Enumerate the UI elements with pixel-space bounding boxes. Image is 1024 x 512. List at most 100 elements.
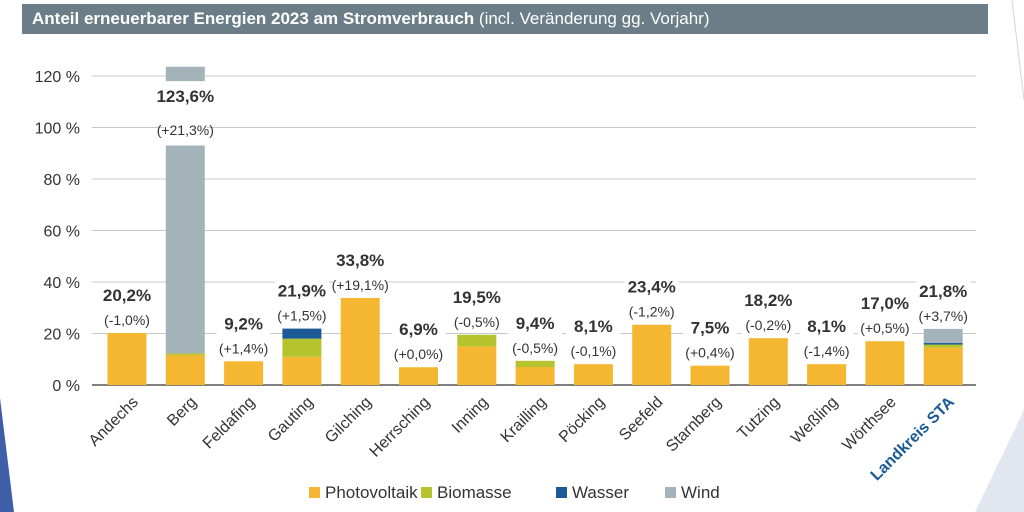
total-label: 7,5%: [691, 319, 730, 338]
bar-segment-photovoltaik: [632, 324, 672, 385]
total-label: 33,8%: [336, 251, 384, 270]
total-label: 8,1%: [807, 317, 846, 336]
label-background: [683, 315, 737, 362]
y-tick-label: 60 %: [44, 224, 80, 241]
category-label: Inning: [449, 394, 492, 437]
total-label: 123,6%: [156, 87, 214, 106]
total-label: 21,9%: [278, 282, 326, 301]
change-label: (+0,5%): [860, 320, 909, 336]
legend-label: Wasser: [572, 483, 629, 502]
chart-title: Anteil erneuerbarer Energien 2023 am Str…: [22, 4, 988, 34]
legend-label: Wind: [681, 483, 720, 502]
label-background: [274, 278, 329, 325]
label-background: [216, 311, 271, 358]
bar-segment-biomasse: [515, 360, 555, 367]
bar-segment-photovoltaik: [224, 361, 264, 385]
change-label: (-0,2%): [745, 317, 791, 333]
bar-segment-biomasse: [165, 353, 205, 356]
category-label: Pöcking: [556, 394, 608, 446]
category-label: Wörthsee: [839, 394, 900, 455]
bar-segment-photovoltaik: [923, 347, 963, 385]
change-label: (-0,5%): [454, 314, 500, 330]
total-label: 20,2%: [103, 286, 151, 305]
bar-segment-photovoltaik: [340, 297, 380, 385]
chart-title-sub: (incl. Veränderung gg. Vorjahr): [474, 9, 710, 28]
bar-segment-photovoltaik: [515, 366, 555, 385]
bar-segment-biomasse: [282, 338, 322, 357]
bar-segment-wind: [923, 328, 963, 344]
total-label: 17,0%: [861, 294, 909, 313]
label-background: [741, 288, 796, 335]
change-label: (-0,1%): [570, 343, 616, 359]
category-label: Herrsching: [367, 394, 434, 461]
y-tick-label: 20 %: [44, 327, 80, 344]
change-label: (-1,0%): [104, 312, 150, 328]
bar-segment-wasser: [923, 343, 963, 345]
category-label: Feldafing: [200, 394, 259, 453]
change-label: (-0,5%): [512, 340, 558, 356]
label-background: [100, 282, 154, 329]
total-label: 9,2%: [224, 314, 263, 333]
change-label: (+0,0%): [394, 346, 443, 362]
change-label: (+21,3%): [157, 122, 214, 138]
chart-title-main: Anteil erneuerbarer Energien 2023 am Str…: [32, 9, 475, 28]
legend-swatch: [421, 487, 432, 498]
y-tick-label: 120 %: [35, 69, 80, 86]
y-tick-label: 40 %: [44, 275, 80, 292]
label-background: [333, 247, 388, 294]
change-label: (+1,5%): [277, 308, 326, 324]
label-background: [508, 310, 563, 357]
total-label: 9,4%: [516, 314, 555, 333]
bar-segment-photovoltaik: [165, 355, 205, 385]
total-label: 8,1%: [574, 317, 613, 336]
total-label: 18,2%: [744, 291, 792, 310]
legend-swatch: [556, 487, 567, 498]
total-label: 6,9%: [399, 320, 438, 339]
label-background: [391, 317, 446, 364]
label-background: [449, 284, 504, 331]
slide-corner-right: [975, 410, 1024, 512]
legend-label: Photovoltaik: [325, 483, 418, 502]
bar-segment-photovoltaik: [865, 341, 905, 385]
slide-edge-line: [1011, 0, 1024, 101]
legend-swatch: [665, 487, 676, 498]
total-label: 19,5%: [453, 288, 501, 307]
bar-segment-photovoltaik: [282, 356, 322, 385]
label-panel: [163, 81, 207, 146]
change-label: (+19,1%): [332, 277, 389, 293]
total-label: 21,8%: [919, 282, 967, 301]
bar-segment-biomasse: [923, 344, 963, 348]
category-label: Gauting: [265, 394, 317, 446]
change-label: (+3,7%): [918, 308, 967, 324]
bar-segment-wasser: [282, 328, 322, 339]
category-label: Krailling: [498, 394, 550, 446]
y-tick-label: 80 %: [44, 172, 80, 189]
label-background: [566, 314, 621, 361]
label-background: [916, 278, 971, 325]
bar-segment-photovoltaik: [107, 332, 147, 385]
category-label: Starnberg: [663, 394, 725, 456]
change-label: (+1,4%): [219, 340, 268, 356]
slide-corner-left: [0, 398, 14, 512]
category-label: Gilching: [322, 394, 375, 447]
y-tick-label: 100 %: [35, 121, 80, 138]
legend-label: Biomasse: [437, 483, 512, 502]
label-background: [799, 314, 854, 361]
legend-swatch: [309, 487, 320, 498]
bar-segment-biomasse: [457, 334, 497, 347]
bar-segment-photovoltaik: [573, 364, 613, 385]
category-label: Seefeld: [616, 394, 666, 444]
bar-segment-photovoltaik: [399, 367, 438, 385]
y-tick-label: 0 %: [52, 378, 80, 395]
bar-segment-photovoltaik: [748, 338, 788, 385]
category-label: Andechs: [86, 394, 142, 450]
change-label: (-1,4%): [804, 343, 850, 359]
category-label: Tutzing: [734, 394, 783, 443]
category-label: Weßling: [788, 394, 841, 447]
bar-segment-photovoltaik: [690, 365, 730, 385]
bar-segment-photovoltaik: [807, 364, 847, 385]
change-label: (+0,4%): [685, 345, 734, 361]
total-label: 23,4%: [628, 278, 676, 297]
label-background: [624, 274, 679, 321]
